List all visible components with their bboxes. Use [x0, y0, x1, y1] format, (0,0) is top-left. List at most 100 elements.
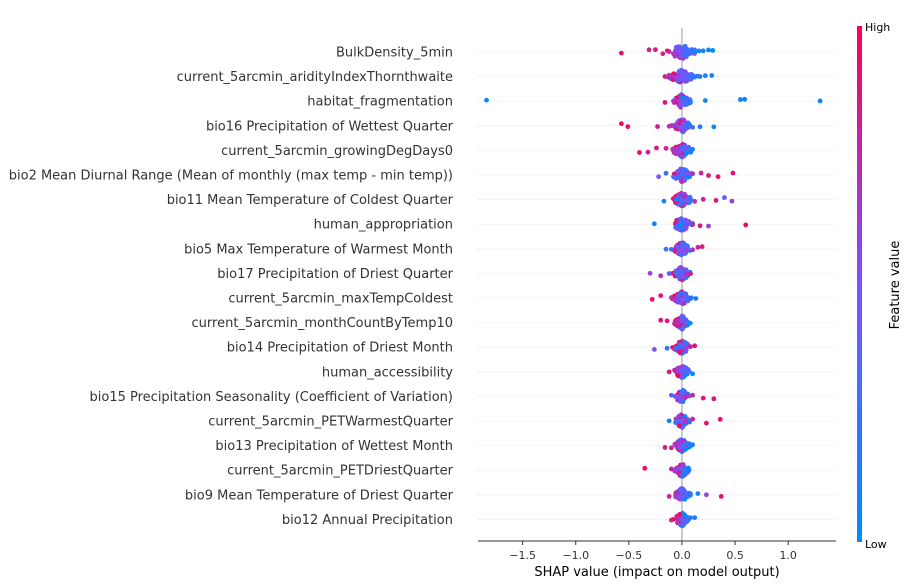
shap-point [685, 148, 691, 153]
shap-point [674, 217, 679, 223]
shap-point [645, 149, 651, 155]
feature-label: BulkDensity_5min [336, 46, 453, 61]
shap-point [675, 373, 681, 379]
shap-point [743, 222, 749, 228]
shap-point [690, 371, 695, 377]
feature-row-points [666, 486, 724, 502]
shap-point [679, 374, 685, 380]
shap-point [742, 96, 748, 102]
shap-point [681, 468, 687, 474]
feature-row-points [651, 216, 749, 233]
shap-point [680, 326, 685, 331]
feature-row-points [651, 338, 698, 356]
shap-point [703, 420, 709, 426]
shap-point [649, 296, 655, 302]
shap-point [718, 494, 724, 499]
shap-point [678, 153, 683, 159]
feature-label: human_accessibility [322, 365, 453, 380]
shap-point [679, 166, 685, 172]
shap-point [695, 491, 701, 497]
feature-row-points [619, 43, 716, 61]
shap-point [668, 392, 674, 398]
shap-point [671, 98, 676, 104]
shap-point [679, 318, 685, 323]
feature-label: current_5arcmin_growingDegDays0 [221, 144, 453, 159]
shap-point [695, 244, 701, 250]
shap-point [675, 244, 681, 250]
shap-point [711, 124, 717, 130]
shap-point [679, 516, 685, 522]
shap-point [690, 124, 695, 130]
shap-point [679, 344, 685, 350]
feature-row-points [662, 437, 695, 455]
feature-label: current_5arcmin_PETDriestQuarter [227, 464, 454, 479]
shap-point [677, 487, 683, 493]
shap-point [675, 296, 681, 302]
shap-point [679, 179, 685, 185]
shap-point [715, 174, 721, 180]
shap-point [690, 442, 695, 448]
shap-point [683, 370, 689, 376]
feature-label: current_5arcmin_monthCountByTemp10 [192, 316, 453, 331]
shap-point [655, 124, 660, 129]
shap-point [684, 392, 690, 398]
shap-point [661, 198, 667, 204]
x-tick-label: 0.0 [673, 549, 691, 562]
shap-point [706, 173, 711, 178]
feature-row-points [656, 166, 736, 185]
shap-point [683, 248, 689, 254]
shap-point [693, 296, 699, 301]
shap-point [688, 515, 693, 521]
shap-point [706, 47, 711, 53]
shap-point [672, 321, 677, 327]
shap-point [673, 492, 678, 498]
shap-point [682, 440, 688, 446]
shap-point [683, 490, 689, 496]
shap-point [679, 367, 685, 372]
shap-point [679, 223, 685, 229]
feature-row-points [666, 412, 723, 430]
shap-point [683, 170, 689, 176]
shap-point [688, 344, 693, 350]
shap-point [682, 497, 687, 502]
shap-point [668, 295, 674, 300]
shap-point [713, 198, 719, 203]
shap-point [666, 494, 672, 499]
shap-point [679, 53, 684, 59]
shap-point [673, 122, 678, 128]
shap-point [677, 68, 682, 74]
shap-point [666, 369, 672, 375]
shap-point [662, 445, 668, 450]
shap-point [679, 493, 685, 499]
shap-points [484, 43, 823, 529]
shap-point [651, 221, 657, 227]
feature-row-points [484, 92, 823, 110]
feature-label: habitat_fragmentation [307, 95, 453, 110]
shap-point [692, 343, 698, 349]
shap-point [619, 121, 624, 127]
shap-point [682, 72, 688, 78]
shap-point [688, 296, 693, 302]
shap-point [683, 419, 689, 425]
feature-row-points [637, 141, 695, 160]
feature-label: bio17 Precipitation of Driest Quarter [217, 267, 453, 282]
shap-point [668, 246, 674, 252]
shap-point [663, 145, 669, 151]
shap-point [658, 317, 664, 323]
shap-point [817, 98, 823, 104]
shap-point [700, 48, 706, 54]
shap-point [683, 517, 689, 523]
shap-point [678, 522, 683, 528]
shap-point [653, 47, 658, 53]
feature-label: bio16 Precipitation of Wettest Quarter [206, 119, 454, 134]
shap-point [679, 248, 685, 254]
shap-point [690, 222, 695, 227]
shap-point [737, 97, 743, 102]
shap-point [682, 296, 688, 301]
shap-point [676, 174, 682, 180]
shap-point [687, 74, 692, 80]
shap-point [700, 196, 706, 202]
shap-point [654, 145, 659, 151]
shap-point [663, 246, 669, 252]
